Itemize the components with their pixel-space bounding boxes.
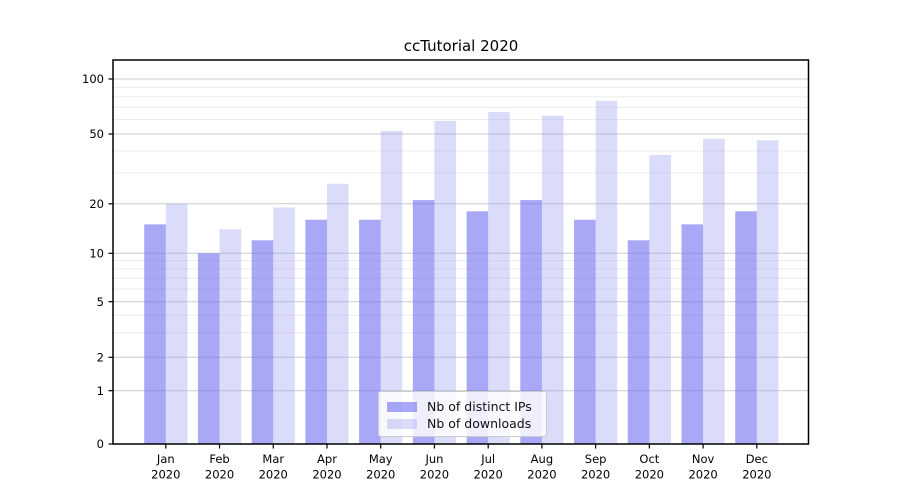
x-tick-label-month: Jun bbox=[424, 452, 443, 466]
chart-title: ccTutorial 2020 bbox=[403, 37, 519, 55]
x-tick-label-month: Oct bbox=[639, 452, 659, 466]
y-tick-label: 10 bbox=[89, 247, 104, 261]
y-tick-label: 2 bbox=[97, 351, 104, 365]
bar-downloads-jan bbox=[165, 203, 188, 444]
bar-downloads-nov bbox=[703, 138, 725, 444]
x-tick-label-year: 2020 bbox=[474, 468, 503, 482]
legend-swatch-downloads bbox=[387, 418, 417, 429]
bar-downloads-aug bbox=[541, 115, 564, 445]
bar-distinct-ips-nov bbox=[681, 224, 704, 444]
y-tick-label: 100 bbox=[82, 72, 104, 86]
bar-downloads-jun bbox=[434, 120, 457, 444]
bar-downloads-feb bbox=[219, 229, 242, 444]
x-tick-label-year: 2020 bbox=[205, 468, 234, 482]
x-tick-label-month: Nov bbox=[692, 452, 715, 466]
x-tick-label-year: 2020 bbox=[259, 468, 288, 482]
bar-distinct-ips-mar bbox=[251, 240, 274, 444]
x-tick-label-month: Aug bbox=[531, 452, 553, 466]
bar-downloads-dec bbox=[756, 140, 779, 444]
y-tick-label: 20 bbox=[89, 197, 104, 211]
bar-distinct-ips-jul bbox=[466, 211, 489, 444]
x-tick-label-month: Apr bbox=[317, 452, 337, 466]
bar-distinct-ips-apr bbox=[305, 219, 327, 444]
x-tick-label-month: Jan bbox=[156, 452, 175, 466]
x-tick-label-month: Jul bbox=[480, 452, 495, 466]
bar-distinct-ips-sep bbox=[574, 219, 596, 444]
x-tick-label-month: Feb bbox=[209, 452, 229, 466]
x-tick-label-year: 2020 bbox=[312, 468, 341, 482]
legend-swatch-distinct-ips bbox=[387, 401, 417, 412]
bar-downloads-sep bbox=[595, 100, 618, 445]
x-tick-label-year: 2020 bbox=[635, 468, 664, 482]
legend-row: Nb of downloads bbox=[387, 415, 538, 432]
bar-distinct-ips-feb bbox=[197, 253, 220, 444]
bar-distinct-ips-may bbox=[359, 219, 381, 444]
x-tick-label-month: Sep bbox=[585, 452, 607, 466]
x-tick-label-year: 2020 bbox=[688, 468, 717, 482]
y-tick-label: 0 bbox=[97, 437, 104, 451]
bar-downloads-may bbox=[380, 130, 403, 444]
plot-border bbox=[112, 59, 810, 445]
x-tick-label-year: 2020 bbox=[366, 468, 395, 482]
bar-downloads-apr bbox=[326, 183, 349, 444]
legend-label-downloads: Nb of downloads bbox=[427, 416, 532, 431]
legend-row: Nb of distinct IPs bbox=[387, 398, 538, 415]
x-tick-label-year: 2020 bbox=[581, 468, 610, 482]
y-tick-label: 50 bbox=[89, 127, 104, 141]
legend: Nb of distinct IPs Nb of downloads bbox=[378, 391, 547, 437]
x-tick-label-year: 2020 bbox=[151, 468, 180, 482]
x-tick-label-month: Mar bbox=[262, 452, 284, 466]
x-tick-label-year: 2020 bbox=[527, 468, 556, 482]
x-tick-label-year: 2020 bbox=[420, 468, 449, 482]
bar-downloads-jul bbox=[488, 111, 510, 445]
bar-downloads-oct bbox=[649, 154, 671, 444]
y-tick-label: 5 bbox=[97, 295, 104, 309]
bar-downloads-mar bbox=[273, 207, 295, 444]
x-tick-label-month: Dec bbox=[746, 452, 768, 466]
bar-distinct-ips-dec bbox=[735, 211, 757, 444]
x-tick-label-year: 2020 bbox=[742, 468, 771, 482]
bar-distinct-ips-aug bbox=[520, 200, 542, 444]
legend-label-distinct-ips: Nb of distinct IPs bbox=[427, 399, 532, 414]
x-tick-label-month: May bbox=[369, 452, 393, 466]
bar-distinct-ips-oct bbox=[627, 240, 650, 444]
bar-distinct-ips-jan bbox=[144, 224, 166, 444]
bar-distinct-ips-jun bbox=[412, 200, 435, 444]
y-tick-label: 1 bbox=[97, 384, 104, 398]
